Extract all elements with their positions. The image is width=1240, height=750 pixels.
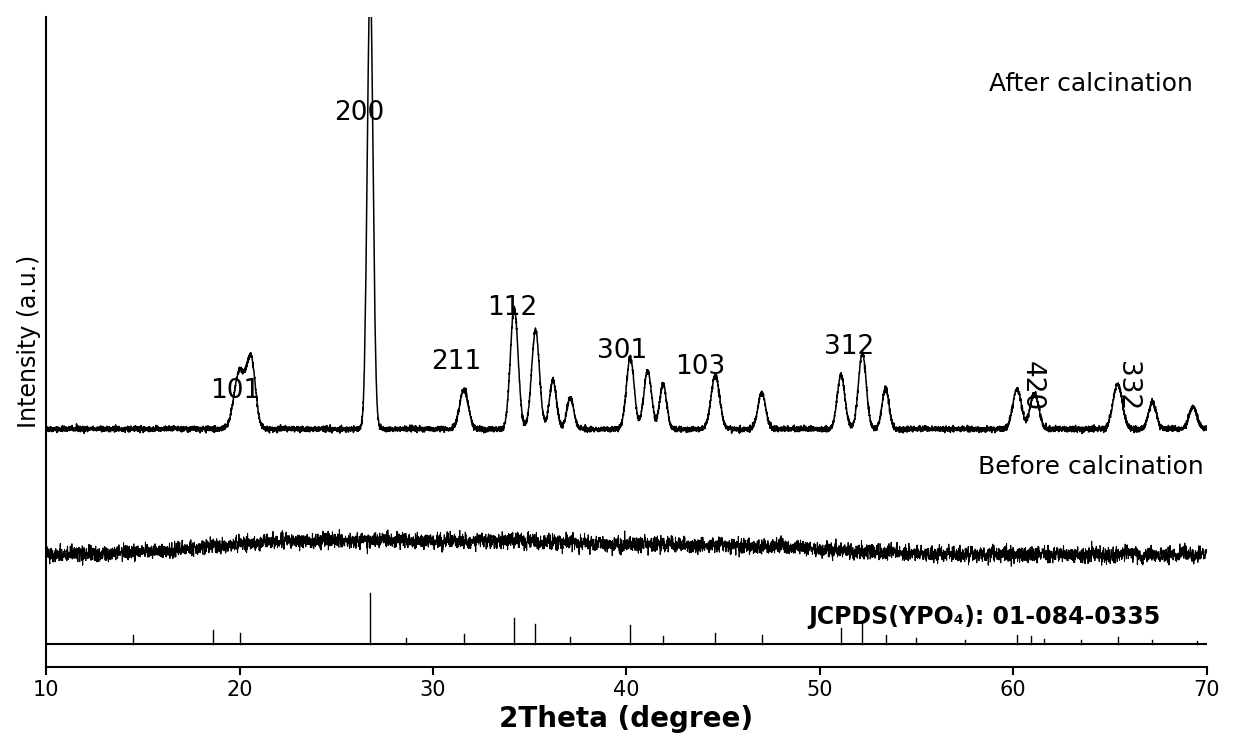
Y-axis label: Intensity (a.u.): Intensity (a.u.) [16,255,41,428]
X-axis label: 2Theta (degree): 2Theta (degree) [500,705,754,734]
Text: Before calcination: Before calcination [977,455,1203,479]
Text: 301: 301 [598,338,647,364]
Text: 103: 103 [675,354,725,380]
Text: After calcination: After calcination [988,72,1193,96]
Text: JCPDS(YPO₄): 01-084-0335: JCPDS(YPO₄): 01-084-0335 [808,605,1161,629]
Text: 420: 420 [1019,362,1045,412]
Text: 101: 101 [211,379,260,404]
Text: 112: 112 [487,296,537,322]
Text: 332: 332 [1114,362,1140,412]
Text: 200: 200 [335,100,384,127]
Text: 211: 211 [432,350,481,375]
Text: 312: 312 [823,334,874,359]
